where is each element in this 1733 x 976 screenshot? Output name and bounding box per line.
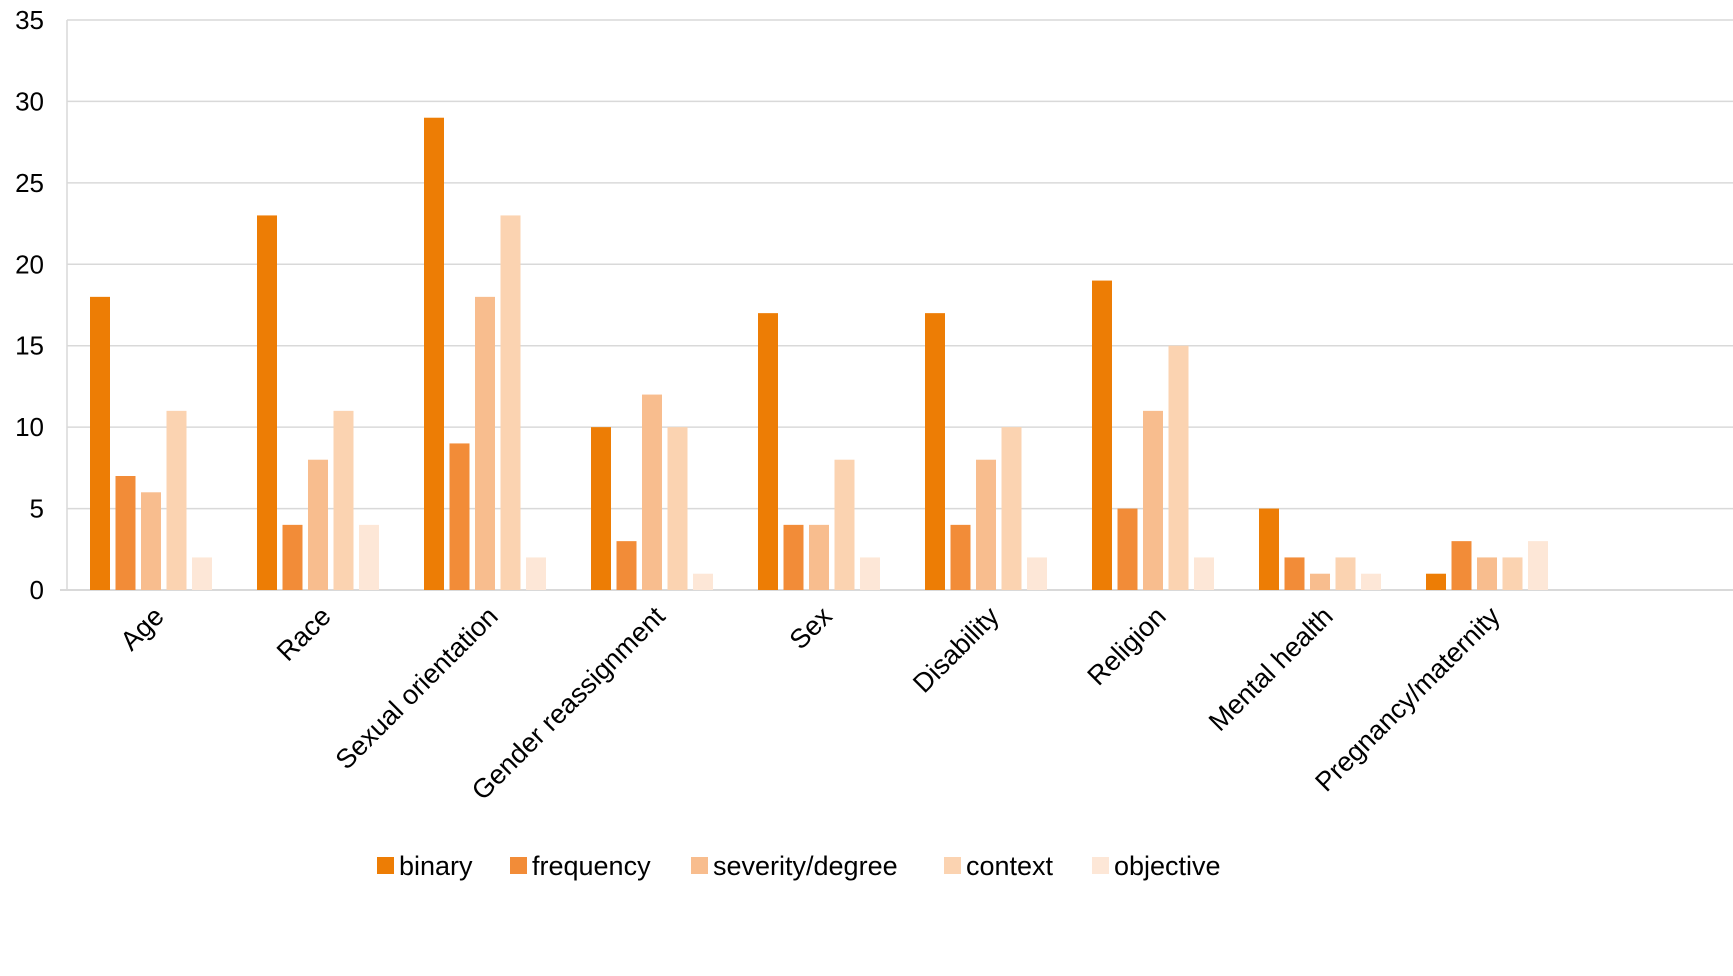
bar-severity-degree-disability [976,459,996,590]
legend-swatch [691,857,708,874]
bar-objective-disability [1027,557,1047,590]
legend-swatch [377,857,394,874]
legend-label: binary [399,851,473,881]
legend-swatch [1092,857,1109,874]
bar-context-age [166,410,187,590]
bar-frequency-disability [950,524,971,590]
y-tick-label: 0 [30,575,44,605]
bar-frequency-religion [1117,508,1138,590]
y-tick-label: 35 [15,5,44,35]
bar-frequency-mental-health [1284,557,1305,590]
y-tick-label: 25 [15,168,44,198]
bar-objective-religion [1194,557,1214,590]
bar-objective-gender-reassignment [693,573,713,590]
bar-severity-degree-race [308,459,328,590]
bar-severity-degree-mental-health [1310,573,1330,590]
bar-binary-mental-health [1259,508,1279,590]
bars [90,117,1548,590]
bar-context-religion [1168,345,1189,590]
gridlines [67,19,1733,510]
bar-frequency-sexual-orientation [449,443,470,590]
bar-severity-degree-sex [809,524,829,590]
x-tick-label: Pregnancy/maternity [1309,601,1506,798]
bar-severity-degree-age [141,492,161,590]
bar-context-disability [1001,427,1022,590]
x-tick-label: Sex [784,601,838,655]
bar-binary-religion [1092,280,1112,590]
legend-label: context [966,851,1054,881]
legend-swatch [944,857,961,874]
bar-objective-mental-health [1361,573,1381,590]
bar-frequency-age [115,476,136,590]
y-tick-label: 15 [15,331,44,361]
bar-frequency-sex [783,524,804,590]
legend-label: frequency [532,851,651,881]
bar-severity-degree-religion [1143,410,1163,590]
bar-objective-sex [860,557,880,590]
bar-context-mental-health [1335,557,1356,590]
bar-context-sexual-orientation [500,215,521,590]
bar-context-gender-reassignment [667,427,688,590]
bar-severity-degree-sexual-orientation [475,296,495,590]
x-tick-label: Race [271,601,337,667]
x-tick-label: Religion [1082,601,1172,691]
x-tick-label: Age [115,601,170,656]
bar-binary-disability [925,313,945,590]
legend-label: severity/degree [713,851,898,881]
bar-binary-sexual-orientation [424,117,444,590]
bar-frequency-gender-reassignment [616,541,637,590]
y-tick-label: 30 [15,86,44,116]
y-tick-label: 5 [30,494,44,524]
legend-label: objective [1114,851,1221,881]
bar-frequency-pregnancy-maternity [1451,541,1472,590]
legend: binary frequency severity/degree context obj… [377,851,1221,881]
x-tick-label: Disability [907,601,1005,699]
bar-binary-gender-reassignment [591,427,611,590]
bar-objective-sexual-orientation [526,557,546,590]
bar-objective-age [192,557,212,590]
bar-context-pregnancy-maternity [1502,557,1523,590]
x-tick-label: Mental health [1203,601,1339,737]
bar-objective-pregnancy-maternity [1528,541,1548,590]
bar-binary-age [90,296,110,590]
bar-binary-race [257,215,277,590]
y-tick-label: 20 [15,249,44,279]
y-tick-label: 10 [15,412,44,442]
bar-objective-race [359,524,379,590]
bar-severity-degree-gender-reassignment [642,394,662,590]
bar-binary-sex [758,313,778,590]
bar-frequency-race [282,524,303,590]
legend-swatch [510,857,527,874]
x-tick-label: Sexual orientation [330,601,504,775]
x-tick-label: Gender reassignment [466,601,671,806]
bar-severity-degree-pregnancy-maternity [1477,557,1497,590]
bar-context-sex [834,459,855,590]
bar-binary-pregnancy-maternity [1426,573,1446,590]
bar-context-race [333,410,354,590]
